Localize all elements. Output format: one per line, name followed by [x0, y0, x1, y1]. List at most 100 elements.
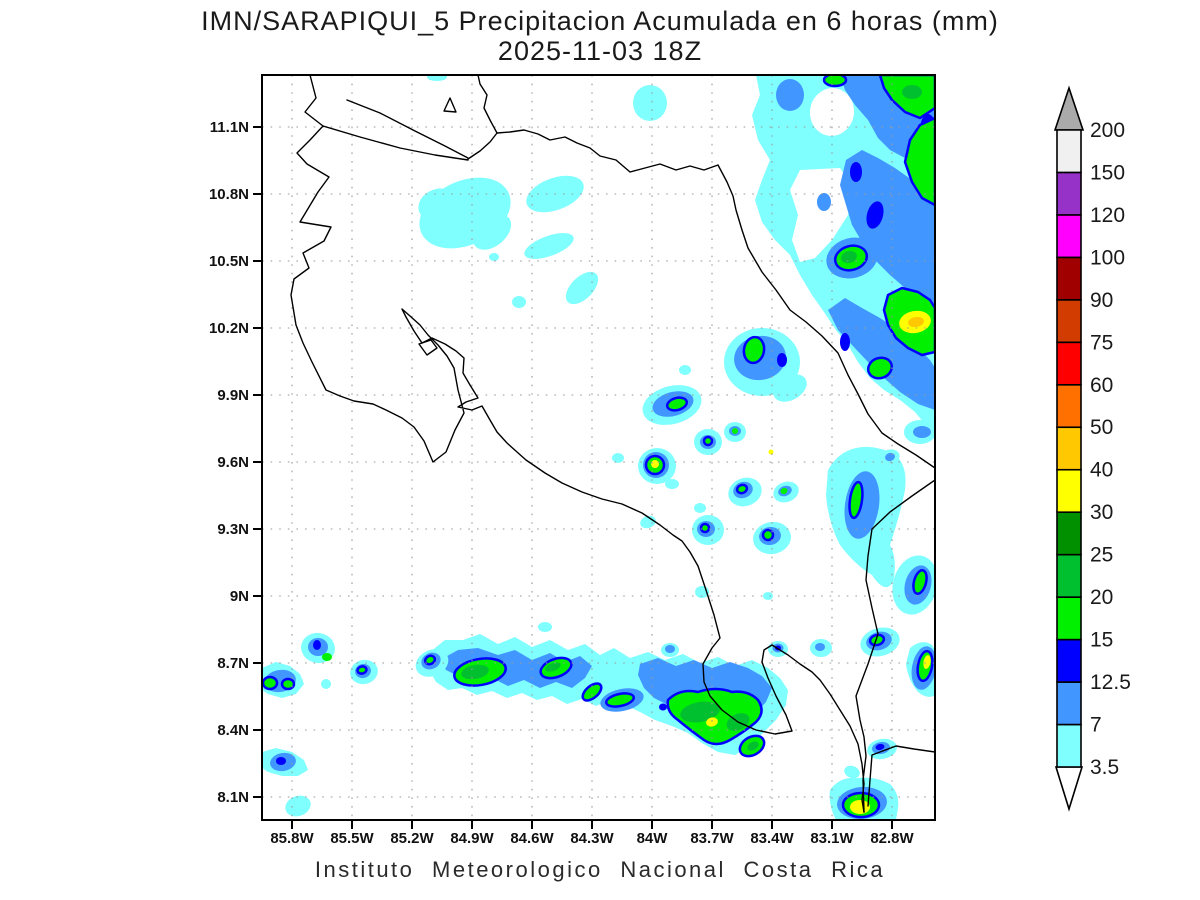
colorbar-box [1056, 299, 1082, 344]
colorbar-label: 120 [1090, 204, 1125, 227]
precip-colorbar: 3.5 7 12.5 15 20 25 30 40 50 60 75 90 100 120 150 200 [1053, 85, 1131, 812]
precip-region [763, 592, 773, 600]
precip-region [850, 800, 870, 814]
precip-region [912, 569, 928, 595]
colorbar-label: 7 [1090, 714, 1102, 737]
precip-region [545, 662, 561, 672]
institution-footer: Instituto Meteorologico Nacional Costa R… [314, 857, 886, 882]
lon-tick-label: 84.3W [570, 830, 614, 845]
precip-region [423, 654, 437, 666]
precip-region [665, 396, 689, 412]
colorbar-label: 200 [1090, 119, 1125, 142]
coastline [322, 125, 469, 161]
precip-region [313, 640, 321, 650]
precip-region [680, 701, 720, 723]
precip-region [472, 214, 512, 250]
lat-tick-label: 10.2N [209, 320, 249, 337]
precip-region [321, 679, 331, 689]
precip-region [418, 188, 458, 222]
colorbar-box [1056, 256, 1082, 301]
lon-tick-label: 85.8W [270, 830, 314, 845]
lat-tick-label: 8.7N [217, 655, 249, 672]
coastline [346, 99, 469, 159]
precip-region [679, 365, 691, 375]
colorbar-label: 20 [1090, 586, 1113, 609]
precip-region [913, 426, 931, 438]
lat-tick-label: 9.6N [217, 454, 249, 471]
precip-region [322, 653, 332, 661]
precip-region [732, 428, 738, 434]
precip-region [773, 374, 807, 402]
lon-tick-label: 82.8W [870, 830, 914, 845]
precip-region [768, 449, 774, 455]
precip-region [427, 75, 447, 81]
colorbar-label: 60 [1090, 374, 1113, 397]
lon-tick-label: 84.6W [510, 830, 554, 845]
coastline [467, 132, 498, 160]
colorbar-label: 30 [1090, 501, 1113, 524]
precip-region [844, 765, 860, 779]
precip-region [699, 522, 711, 534]
precip-region [780, 487, 788, 495]
precip-region [651, 460, 659, 468]
coastline [867, 745, 935, 807]
precip-region [742, 335, 766, 365]
precip-region [840, 150, 935, 310]
precipitation-map: 85.8W 85.5W 85.2W 84.9W 84.6W 84.3W 84W 83.7W 83… [209, 74, 936, 845]
coastline [855, 479, 935, 813]
precip-region [866, 356, 894, 380]
precip-region [776, 79, 804, 111]
precip-region [817, 193, 831, 211]
lat-tick-label: 9N [230, 588, 249, 605]
precip-region [538, 622, 552, 632]
lon-tick-label: 84W [637, 830, 669, 845]
precip-region [633, 85, 667, 121]
precip-region [512, 296, 526, 308]
colorbar-box [1056, 383, 1082, 429]
coastline [290, 75, 865, 813]
precip-shading-layer [262, 75, 935, 820]
precip-region [276, 757, 286, 765]
colorbar-box [1056, 214, 1082, 259]
colorbar-box [1056, 171, 1082, 216]
precip-region [902, 85, 922, 99]
precip-region [694, 503, 706, 513]
map-frame [261, 74, 936, 821]
precip-region [866, 201, 884, 229]
colorbar-label: 3.5 [1090, 756, 1119, 779]
precip-region [848, 480, 864, 520]
lon-tick-label: 83.7W [690, 830, 734, 845]
lat-tick-label: 9.3N [217, 521, 249, 538]
precip-region [841, 250, 857, 264]
colorbar-box [1056, 681, 1082, 726]
colorbar-label: 100 [1090, 246, 1125, 269]
colorbar-box [1056, 596, 1082, 641]
colorbar-label: 50 [1090, 416, 1113, 439]
colorbar-box [1056, 468, 1082, 513]
coastline-layer [290, 75, 935, 813]
precip-region [840, 333, 850, 351]
colorbar-bottom-arrow [1054, 766, 1084, 812]
precip-region [612, 453, 624, 463]
colorbar-scale: 3.5 7 12.5 15 20 25 30 40 50 60 75 90 100 120 150 200 [1053, 85, 1131, 812]
lat-tick-label: 10.8N [209, 186, 249, 203]
page-subtitle-datetime: 2025-11-03 18Z [497, 36, 703, 66]
precip-region [262, 675, 279, 691]
colorbar-box [1056, 638, 1082, 683]
precip-region [706, 717, 718, 727]
precip-region [809, 88, 855, 136]
colorbar-box [1056, 723, 1082, 768]
coastline [477, 75, 935, 469]
precip-region [815, 643, 825, 651]
precip-region [790, 168, 855, 262]
precip-region [565, 271, 599, 305]
precip-region [489, 253, 499, 261]
island-outline [418, 339, 438, 356]
colorbar-box [1056, 426, 1082, 471]
precip-region [822, 75, 848, 88]
latlon-grid [262, 75, 935, 820]
precip-region [868, 633, 886, 647]
precip-region [777, 353, 787, 367]
colorbar-label: 40 [1090, 459, 1113, 482]
